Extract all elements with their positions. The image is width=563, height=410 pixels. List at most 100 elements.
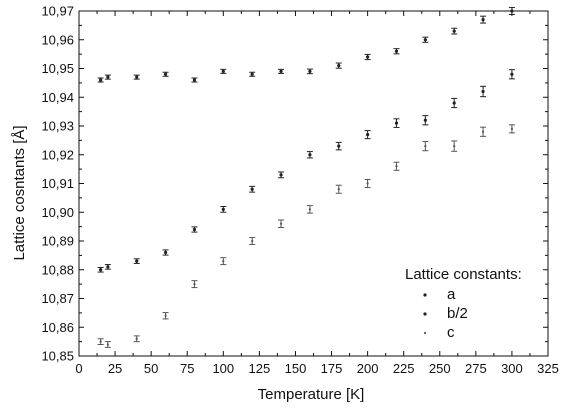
point-marker (423, 118, 427, 122)
series-c (97, 124, 515, 348)
point-marker (250, 72, 254, 76)
y-tick-label: 10,88 (41, 262, 74, 277)
point-marker (193, 283, 196, 286)
x-tick-label: 300 (501, 361, 523, 376)
x-tick-label: 175 (321, 361, 343, 376)
x-tick-label: 0 (75, 361, 82, 376)
point-marker (510, 72, 514, 76)
point-marker (308, 153, 312, 157)
y-axis-label: Lattice cosntants [Å] (11, 125, 28, 260)
point-marker (453, 145, 456, 148)
data-point (104, 264, 111, 270)
data-point (393, 161, 400, 171)
data-point (364, 130, 371, 140)
point-marker (395, 165, 398, 168)
data-point (249, 185, 256, 193)
point-marker (366, 133, 370, 137)
legend-marker (423, 293, 427, 297)
plot-frame (78, 10, 549, 357)
point-marker (99, 78, 103, 82)
x-tick-label: 325 (537, 361, 559, 376)
data-point (133, 258, 140, 264)
point-marker (510, 9, 514, 13)
x-tick-label: 25 (108, 361, 122, 376)
point-marker (163, 250, 168, 255)
point-marker (99, 340, 102, 343)
axes-layer: 0 25 50 75 100 125 150 175 200 225 250 275 300 325 10,… (41, 4, 558, 377)
y-tick-label: 10,86 (41, 320, 74, 335)
data-point (162, 71, 169, 77)
y-tick-label: 10,95 (41, 61, 74, 76)
data-point (422, 36, 429, 43)
data-point (393, 118, 400, 128)
y-tick-label: 10,87 (41, 291, 74, 306)
data-point (335, 184, 342, 194)
x-axis-label: Temperature [K] (258, 386, 365, 403)
data-point (451, 27, 458, 35)
data-point (249, 237, 256, 245)
point-marker (481, 18, 485, 22)
data-point (220, 206, 227, 213)
legend-label: c (447, 324, 455, 341)
data-point (508, 124, 515, 134)
point-marker (424, 145, 427, 148)
point-marker (510, 127, 514, 130)
point-marker (251, 239, 254, 243)
y-tick-label: 10,85 (41, 349, 74, 364)
data-point (306, 205, 313, 214)
data-point (191, 280, 198, 289)
data-point (335, 141, 342, 151)
x-tick-label: 125 (249, 361, 271, 376)
point-marker (135, 259, 139, 263)
y-tick-label: 10,91 (41, 176, 74, 191)
point-marker (308, 208, 311, 211)
point-marker (163, 72, 168, 76)
data-point (451, 97, 458, 109)
point-marker (250, 187, 254, 191)
data-point (393, 48, 400, 55)
point-marker (192, 78, 197, 82)
x-tick-label: 75 (180, 361, 194, 376)
legend-marker (423, 331, 427, 335)
data-point (104, 74, 111, 80)
point-marker (135, 337, 138, 340)
data-point (97, 266, 104, 273)
legend-label: a (447, 286, 456, 303)
point-marker (279, 69, 283, 73)
point-marker (423, 38, 427, 42)
data-point (220, 257, 227, 266)
x-tick-label: 150 (285, 361, 307, 376)
data-point (480, 15, 487, 24)
point-marker (337, 188, 340, 191)
data-point (335, 62, 342, 69)
data-point (278, 68, 285, 74)
point-marker (221, 69, 225, 73)
point-marker (192, 227, 197, 232)
data-point (133, 335, 140, 343)
point-marker (106, 265, 110, 269)
data-point (508, 69, 515, 80)
y-tick-label: 10,92 (41, 147, 74, 162)
point-marker (222, 260, 225, 263)
data-point (306, 68, 313, 75)
data-point (508, 7, 515, 15)
data-point (220, 68, 227, 74)
x-tick-label: 50 (144, 361, 158, 376)
y-tick-label: 10,96 (41, 32, 74, 47)
point-marker (135, 75, 139, 79)
data-point (162, 312, 169, 320)
data-point (249, 71, 256, 77)
data-point (97, 77, 104, 83)
point-marker (452, 29, 456, 33)
point-marker (481, 130, 485, 133)
point-marker (164, 314, 167, 317)
point-marker (308, 69, 312, 73)
y-tick-label: 10,94 (41, 90, 74, 105)
marks-layer (97, 7, 515, 348)
y-tick-label: 10,89 (41, 234, 74, 249)
y-tick-label: 10,90 (41, 205, 74, 220)
point-marker (394, 121, 399, 125)
legend: Lattice constants: a b/2 c (405, 266, 522, 341)
point-marker (481, 89, 485, 94)
